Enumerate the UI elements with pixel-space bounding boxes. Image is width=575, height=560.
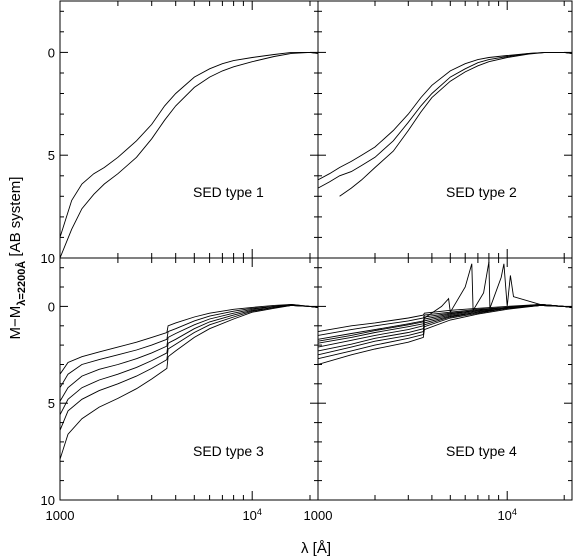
y-tick-label: 5 (48, 396, 55, 411)
y-tick-label: 5 (48, 148, 55, 163)
x-axis-title: λ [Å] (301, 540, 331, 557)
sed-4-series-line-8 (318, 304, 572, 360)
panel-frame (317, 257, 573, 501)
sed-3-series-line-6 (60, 304, 318, 460)
sed-type-label: SED type 1 (193, 184, 264, 200)
y-tick-label: 10 (41, 493, 55, 508)
x-tick-label: 1000 (46, 508, 75, 523)
sed-2-series-line-3 (339, 51, 572, 197)
sed-4-series-line-4 (318, 304, 572, 344)
sed-3-series-line-1 (60, 304, 318, 375)
y-tick-label: 10 (41, 251, 55, 266)
x-tick-label: 104 (242, 507, 261, 523)
sed-4-series-line-1 (318, 304, 572, 333)
sed-2-series-line-2 (318, 51, 572, 189)
y-tick-label: 0 (48, 299, 55, 314)
sed-2-series-line-1 (318, 51, 572, 181)
panel-2: SED type 2 (317, 0, 573, 259)
panel-frame (317, 0, 573, 259)
sed-4-series-line-5 (318, 304, 572, 348)
sed-4-series-line-9 (318, 304, 572, 365)
x-tick-label: 1000 (304, 508, 333, 523)
y-tick-label: 0 (48, 45, 55, 60)
y-axis-title: M−Mλ=2200Å [AB system] (7, 177, 28, 340)
x-tick-label: 104 (497, 507, 516, 523)
sed-1-series-line-2 (60, 51, 318, 258)
sed-3-series-line-3 (60, 304, 318, 402)
sed-4-series-line-6 (318, 304, 572, 352)
sed-1-series-line-1 (60, 51, 318, 238)
panel-4: SED type 4 1000 104 (304, 257, 573, 523)
panel-frame (59, 0, 319, 259)
sed-3-series-line-5 (60, 304, 318, 431)
panel-1: SED type 1 0 5 10 (41, 0, 319, 266)
sed-4-series-line-10 (318, 261, 572, 342)
sed-type-label: SED type 4 (446, 443, 517, 459)
sed-type-label: SED type 3 (193, 443, 264, 459)
panel-frame (59, 257, 319, 501)
sed-3-series-line-2 (60, 304, 318, 388)
sed-type-label: SED type 2 (446, 184, 517, 200)
